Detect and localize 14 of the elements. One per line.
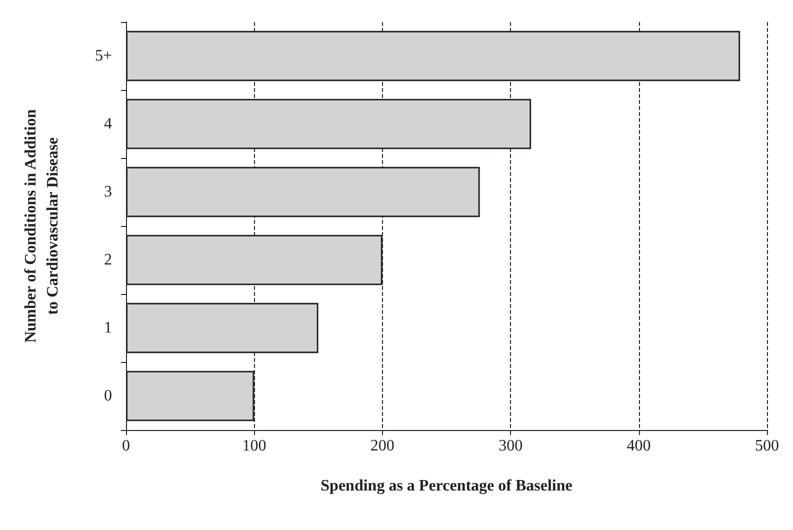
y-tick-label: 4	[104, 116, 112, 132]
x-tick-label: 500	[755, 438, 779, 454]
x-axis-title: Spending as a Percentage of Baseline	[320, 478, 572, 494]
x-tick-label: 300	[498, 438, 523, 454]
y-axis-title: Number of Conditions in Addition to Cardiovascular Disease	[22, 109, 62, 343]
x-tick-label: 200	[370, 438, 394, 454]
x-tick-label: 400	[626, 438, 651, 454]
y-tick-label: 5+	[94, 48, 112, 64]
y-tick-label: 1	[104, 320, 112, 336]
x-tick-label: 0	[122, 438, 130, 454]
x-tick-label: 100	[242, 438, 266, 454]
y-tick-label: 3	[104, 184, 112, 200]
y-tick-label: 0	[104, 388, 112, 404]
y-tick-label: 2	[104, 252, 112, 268]
